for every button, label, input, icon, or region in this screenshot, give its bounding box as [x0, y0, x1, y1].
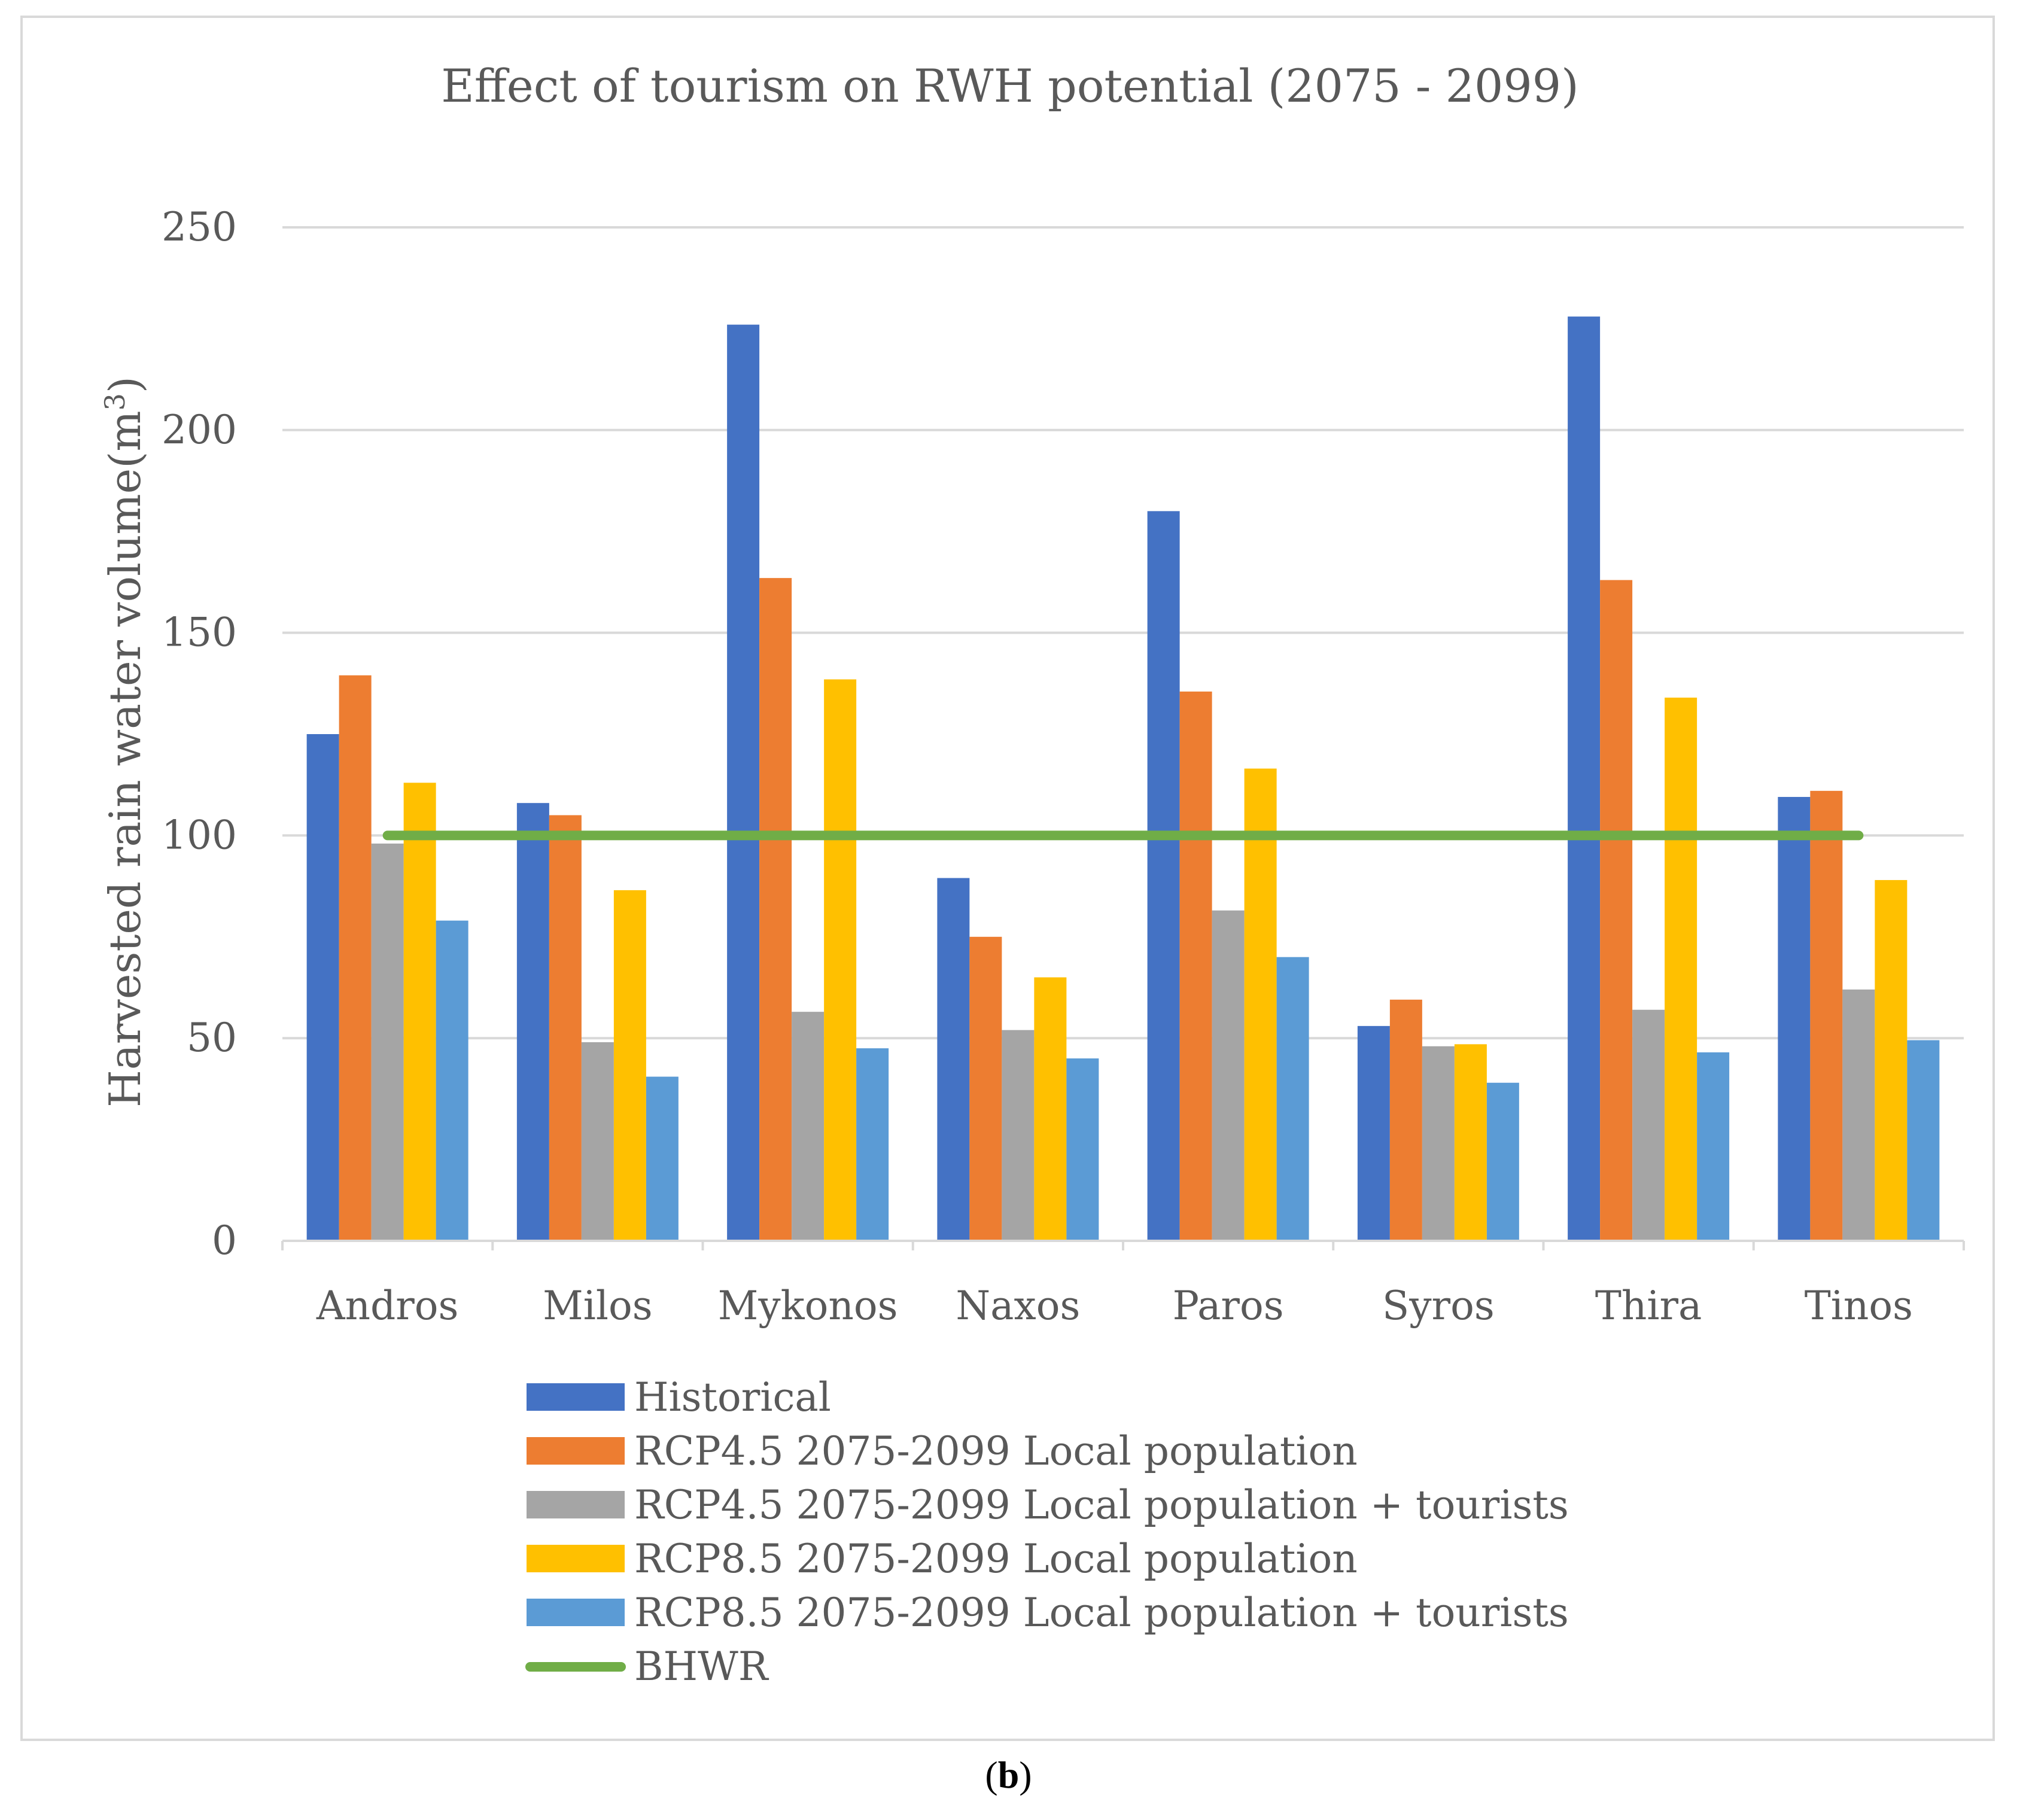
bar-paros-series-5	[1276, 957, 1309, 1241]
bar-thira-series-1	[1568, 316, 1601, 1241]
legend-swatch-3	[527, 1491, 625, 1518]
x-axis: Andros Milos Mykonos Naxos Paros Syros Thira Ti…	[281, 1240, 1965, 1329]
bar-naxos-series-2	[969, 936, 1002, 1241]
bar-mykonos-series-4	[824, 679, 857, 1241]
y-axis-ticks: 0 50 100 150 200 250	[162, 204, 237, 1264]
y-axis-title: Harvested rain water volume(m3)	[99, 376, 150, 1107]
y-tick-label: 0	[212, 1218, 237, 1264]
bar-naxos-series-5	[1066, 1058, 1099, 1241]
bar-syros-series-1	[1357, 1025, 1390, 1241]
legend-swatch-4	[527, 1545, 625, 1572]
bar-tinos-series-1	[1778, 797, 1811, 1241]
bar-syros-series-5	[1486, 1082, 1519, 1241]
bar-naxos-series-3	[1002, 1030, 1035, 1241]
legend-label-1: Historical	[634, 1374, 831, 1420]
y-tick-label: 200	[162, 407, 237, 453]
x-tick-label-thira: Thira	[1595, 1283, 1702, 1329]
bar-mykonos-series-5	[856, 1048, 889, 1241]
bar-syros-series-3	[1422, 1046, 1455, 1241]
legend-label-5: RCP8.5 2075-2099 Local population + tour…	[634, 1590, 1569, 1636]
bar-chart: Effect of tourism on RWH potential (2075…	[99, 59, 1965, 1690]
bar-thira-series-2	[1600, 580, 1633, 1241]
x-tick-label-tinos: Tinos	[1805, 1283, 1913, 1329]
figure-caption: (b)	[985, 1754, 1032, 1796]
x-tick-label-syros: Syros	[1382, 1283, 1495, 1329]
bar-andros-series-2	[339, 675, 372, 1241]
bar-andros-series-1	[306, 734, 339, 1241]
legend-swatch-2	[527, 1437, 625, 1465]
bar-milos-series-3	[581, 1042, 614, 1241]
y-tick-label: 150	[162, 610, 237, 656]
bar-tinos-series-4	[1875, 879, 1908, 1241]
x-tick-label-naxos: Naxos	[956, 1283, 1080, 1329]
bar-mykonos-series-3	[792, 1012, 825, 1241]
bar-milos-series-5	[646, 1076, 679, 1241]
legend-label-4: RCP8.5 2075-2099 Local population	[634, 1536, 1358, 1582]
legend-swatch-5	[527, 1599, 625, 1626]
bar-milos-series-4	[613, 890, 646, 1241]
bar-andros-series-3	[371, 843, 404, 1241]
bar-naxos-series-1	[937, 878, 970, 1241]
bar-tinos-series-5	[1907, 1040, 1940, 1241]
bar-mykonos-series-2	[759, 578, 792, 1241]
chart-title: Effect of tourism on RWH potential (2075…	[441, 59, 1578, 112]
bar-thira-series-5	[1697, 1052, 1730, 1241]
y-tick-label: 100	[162, 812, 237, 858]
legend-label-3: RCP4.5 2075-2099 Local population + tour…	[634, 1482, 1569, 1528]
bar-mykonos-series-1	[727, 324, 760, 1241]
x-tick-label-andros: Andros	[316, 1283, 459, 1329]
bar-milos-series-2	[549, 815, 582, 1241]
bar-paros-series-1	[1147, 511, 1180, 1241]
x-tick-label-mykonos: Mykonos	[718, 1283, 898, 1329]
bar-milos-series-1	[516, 803, 549, 1241]
x-tick-label-paros: Paros	[1173, 1283, 1284, 1329]
bar-syros-series-2	[1389, 999, 1422, 1241]
bar-andros-series-5	[436, 920, 468, 1241]
y-tick-label: 250	[162, 204, 237, 250]
chart-frame: Effect of tourism on RWH potential (2075…	[20, 16, 1995, 1741]
bar-paros-series-2	[1179, 691, 1212, 1241]
bar-paros-series-4	[1244, 768, 1277, 1241]
bars	[306, 316, 1940, 1241]
bar-tinos-series-3	[1842, 989, 1875, 1241]
legend-swatch-1	[527, 1383, 625, 1411]
bar-syros-series-4	[1454, 1044, 1487, 1241]
bar-andros-series-4	[403, 783, 436, 1241]
bar-tinos-series-2	[1810, 790, 1843, 1241]
bar-thira-series-3	[1632, 1009, 1665, 1241]
legend-label-bhwr: BHWR	[634, 1644, 769, 1690]
y-tick-label: 50	[187, 1015, 237, 1061]
legend: Historical RCP4.5 2075-2099 Local populat…	[525, 1374, 1569, 1690]
legend-label-2: RCP4.5 2075-2099 Local population	[634, 1428, 1358, 1474]
bar-thira-series-4	[1665, 698, 1697, 1241]
bar-paros-series-3	[1212, 910, 1245, 1241]
bar-naxos-series-4	[1034, 977, 1067, 1241]
x-tick-label-milos: Milos	[543, 1283, 652, 1329]
